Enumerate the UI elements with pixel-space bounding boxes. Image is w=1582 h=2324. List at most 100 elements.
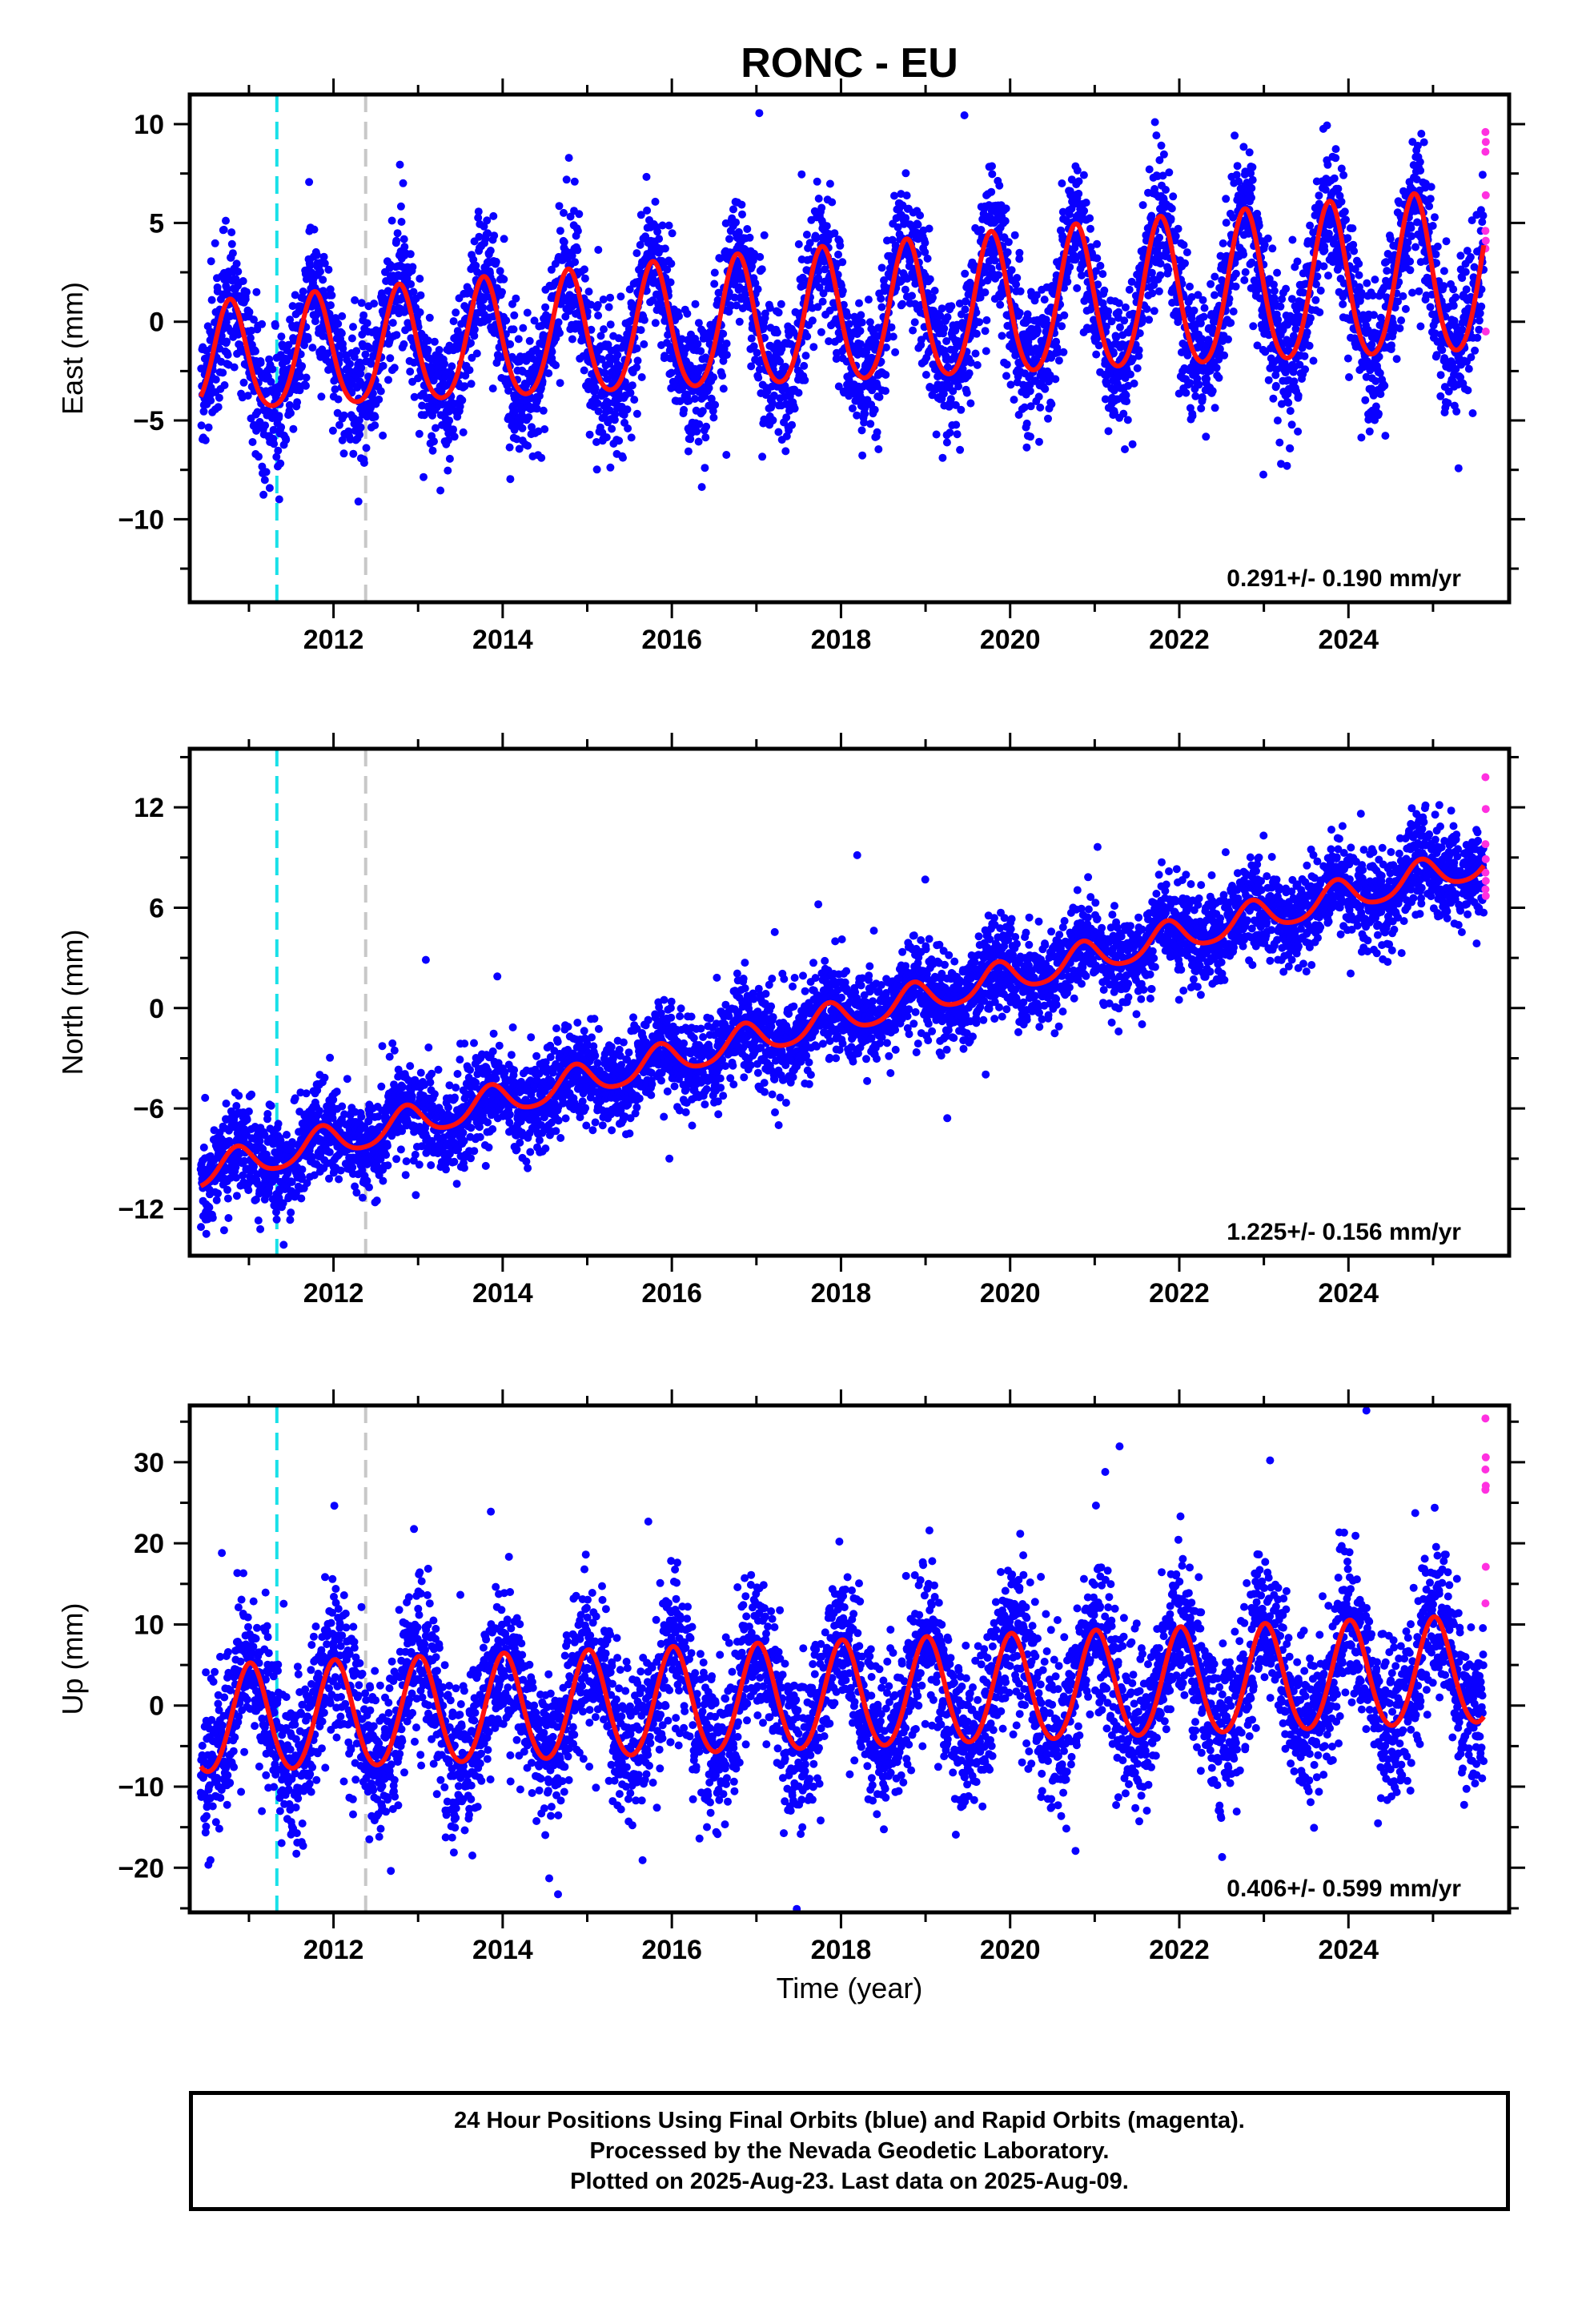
east-final-point: [1212, 364, 1221, 372]
east-final-point: [1016, 287, 1025, 296]
east-final-point: [354, 497, 363, 506]
east-final-point: [1086, 214, 1094, 223]
east-final-point: [1125, 285, 1134, 294]
east-final-point: [1248, 175, 1257, 184]
east-final-point: [252, 287, 261, 296]
east-final-point: [665, 221, 673, 230]
east-final-point: [305, 178, 314, 187]
east-final-point: [483, 216, 492, 225]
east-final-point: [1342, 215, 1350, 224]
east-final-point: [430, 437, 438, 446]
east-final-point: [580, 265, 588, 274]
east-final-point: [515, 444, 524, 453]
east-final-point: [1145, 316, 1154, 324]
east-final-point: [1138, 201, 1147, 210]
east-final-point: [1155, 233, 1164, 242]
east-final-point: [929, 293, 937, 302]
east-final-point: [1255, 221, 1263, 230]
east-final-point: [640, 340, 648, 348]
east-final-point: [220, 381, 229, 389]
east-final-point: [416, 291, 425, 300]
east-final-point: [592, 438, 600, 446]
east-final-point: [1370, 311, 1378, 320]
east-final-point: [1271, 381, 1280, 390]
east-final-point: [625, 285, 634, 294]
east-final-point: [758, 452, 767, 461]
east-final-point: [1275, 438, 1284, 447]
east-final-point: [694, 437, 703, 446]
east-final-point: [926, 275, 934, 283]
east-final-point: [272, 389, 281, 398]
east-final-point: [526, 394, 535, 403]
east-final-point: [197, 421, 206, 430]
east-final-point: [580, 366, 588, 375]
east-final-point: [1007, 266, 1016, 275]
east-final-point: [1074, 177, 1083, 186]
east-final-point: [1013, 274, 1022, 282]
east-final-point: [585, 430, 594, 439]
east-final-point: [1086, 224, 1094, 233]
east-final-point: [719, 384, 728, 393]
east-final-point: [564, 154, 573, 163]
east-final-point: [424, 336, 432, 345]
east-final-point: [540, 425, 549, 433]
east-final-point: [552, 361, 560, 370]
east-final-point: [274, 446, 283, 455]
east-final-point: [1073, 166, 1082, 175]
east-final-point: [814, 195, 823, 203]
east-final-point: [327, 301, 335, 310]
east-final-point: [667, 368, 676, 377]
east-final-point: [296, 372, 305, 381]
east-final-point: [661, 244, 669, 253]
east-final-point: [228, 249, 237, 258]
east-final-point: [606, 320, 615, 329]
east-final-point: [685, 396, 693, 405]
east-final-point: [1361, 396, 1370, 404]
east-final-point: [743, 225, 752, 233]
east-final-point: [1162, 186, 1170, 194]
east-final-point: [276, 459, 285, 468]
east-final-point: [456, 402, 464, 411]
east-final-point: [568, 335, 576, 344]
east-final-point: [338, 436, 347, 444]
east-final-point: [1416, 322, 1425, 331]
east-final-point: [602, 433, 611, 442]
east-final-point: [514, 335, 523, 344]
east-final-point: [288, 302, 297, 311]
east-final-point: [797, 170, 806, 179]
east-final-point: [432, 424, 440, 432]
east-final-point: [500, 275, 508, 283]
east-final-point: [1034, 392, 1043, 401]
east-final-point: [1148, 289, 1157, 298]
east-final-point: [255, 452, 263, 461]
east-final-point: [317, 392, 326, 401]
east-final-point: [300, 341, 308, 349]
east-final-point: [428, 446, 437, 455]
east-final-point: [387, 216, 396, 225]
east-final-point: [539, 406, 548, 415]
east-final-point: [722, 351, 731, 360]
east-final-point: [1381, 432, 1390, 440]
east-final-point: [359, 459, 368, 467]
east-final-point: [566, 212, 575, 221]
east-final-point: [1337, 197, 1346, 206]
east-final-point: [199, 407, 208, 416]
east-final-point: [534, 427, 543, 436]
east-final-point: [207, 396, 215, 405]
east-final-point: [1407, 223, 1415, 232]
east-final-point: [371, 412, 379, 421]
east-final-point: [319, 252, 328, 261]
east-final-point: [1022, 443, 1031, 452]
east-final-point: [335, 352, 344, 360]
east-final-point: [604, 303, 613, 312]
east-final-point: [1073, 283, 1082, 292]
east-final-point: [214, 403, 223, 412]
east-final-point: [1051, 375, 1060, 384]
east-final-point: [901, 214, 910, 223]
east-final-point: [760, 231, 769, 239]
east-final-point: [722, 340, 731, 348]
east-final-point: [1417, 130, 1426, 138]
east-final-points: [197, 109, 1488, 506]
east-final-point: [573, 227, 582, 235]
east-final-point: [591, 384, 600, 392]
